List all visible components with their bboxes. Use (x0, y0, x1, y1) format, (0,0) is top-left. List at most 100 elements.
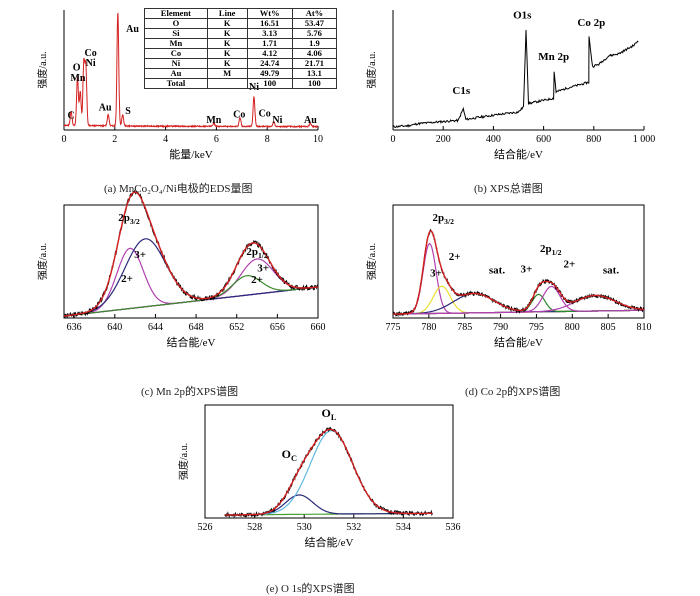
caption-b: (b) XPS总谱图 (474, 183, 543, 195)
x-axis-title: 结合能/eV (494, 147, 543, 161)
chart-c-mn2p: 636 640 644 648 652 656 660 结合能/eV 强度/a.u. 2p3/2 3… (36, 189, 326, 349)
plot-frame (392, 204, 645, 319)
x-tick-label: 2 (112, 134, 117, 145)
eds-table-header-row: Element Line Wt% At% (144, 8, 338, 19)
eds-table-cell: Au (144, 68, 208, 79)
x-tick-label: 534 (396, 522, 411, 533)
peak-label: Co (259, 108, 271, 119)
eds-table-cell: Total (144, 78, 208, 89)
eds-table-cell: 4.06 (291, 48, 338, 59)
y-axis-title: 强度/a.u. (177, 443, 190, 480)
peak-label: Au (99, 103, 112, 114)
eds-table-row: Si K 3.13 5.76 (144, 28, 338, 39)
eds-table-cell: M (206, 68, 248, 79)
peak-label: 3+ (520, 263, 532, 275)
x-tick-label: 526 (198, 522, 213, 533)
x-tick-label: 400 (486, 134, 501, 145)
eds-table-cell: 100 (246, 78, 293, 89)
series-xps-survey (392, 29, 639, 129)
eds-table-cell: 13.1 (291, 68, 338, 79)
eds-table-cell: 16.51 (246, 18, 293, 29)
peak-label: 3+ (257, 262, 269, 274)
y-axis-title: 强度/a.u. (36, 243, 49, 280)
peak-label: Co (233, 109, 245, 120)
x-tick-label: 640 (107, 322, 122, 333)
x-tick-label: 800 (565, 322, 580, 333)
x-tick-label: 660 (311, 322, 326, 333)
eds-table-cell: K (206, 18, 248, 29)
peak-label: Mn (206, 115, 221, 126)
eds-table-cell: O (144, 18, 208, 29)
x-tick-label: 0 (391, 134, 396, 145)
peak-label: Au (126, 24, 139, 35)
eds-table-row: Mn K 1.71 1.9 (144, 38, 338, 49)
eds-table-cell: 1.9 (291, 38, 338, 49)
series-mn3-2p1 (63, 258, 319, 317)
x-tick-label: 10 (313, 134, 323, 145)
eds-table-cell (206, 78, 248, 89)
eds-table-row: Au M 49.79 13.1 (144, 68, 338, 79)
eds-table-cell: K (206, 48, 248, 59)
x-tick-label: 810 (637, 322, 652, 333)
y-axis-title: 强度/a.u. (365, 51, 378, 88)
eds-table-cell: Mn (144, 38, 208, 49)
series-eds-spectrum (63, 12, 319, 129)
eds-table-row: Ni K 24.74 21.71 (144, 58, 338, 69)
chart-b-xps-survey: 0 200 400 600 800 1 000 结合能/eV 强度/a.u. C1s O1s Mn … (365, 10, 655, 161)
x-tick-label: 775 (386, 322, 401, 333)
peak-label: C (67, 111, 74, 122)
eds-header-at: At% (291, 8, 338, 19)
plot-frame (63, 204, 319, 319)
eds-table-row: O K 16.51 53.47 (144, 18, 338, 29)
chart-a-eds: 0 2 4 6 8 10能量/keV强度/a.u.COMnCoNiAuAuSMnCoNiC… (36, 10, 323, 161)
eds-header-line: Line (206, 8, 248, 19)
eds-table-cell: 53.47 (291, 18, 338, 29)
series-mn2-2p1 (63, 274, 318, 317)
series-mn2-2p3 (63, 247, 318, 317)
peak-label: 2+ (564, 259, 576, 271)
caption-c: (c) Mn 2p的XPS谱图 (141, 386, 239, 398)
x-axis-title: 能量/keV (169, 147, 212, 161)
peak-label: 2+ (449, 251, 461, 263)
peak-label: Mn 2p (538, 51, 569, 63)
x-tick-label: 532 (346, 522, 361, 533)
x-tick-label: 528 (247, 522, 262, 533)
plot-frame (204, 404, 454, 519)
x-tick-label: 805 (601, 322, 616, 333)
x-axis-title: 结合能/eV (167, 335, 216, 349)
series-raw (224, 426, 433, 519)
peak-label: 2p1/2 (246, 246, 268, 260)
eds-table-cell: 4.12 (246, 48, 293, 59)
peak-label: 3+ (134, 249, 146, 261)
peak-label: C1s (452, 85, 470, 97)
peak-label: 2p3/2 (432, 212, 454, 226)
peak-label: sat. (489, 264, 505, 276)
caption-e: (e) O 1s的XPS谱图 (266, 583, 355, 595)
eds-table-cell: K (206, 38, 248, 49)
series-fit (64, 191, 319, 317)
y-axis-title: 强度/a.u. (36, 51, 49, 88)
x-axis-title: 结合能/eV (494, 335, 543, 349)
x-tick-label: 200 (436, 134, 451, 145)
eds-table-cell: K (206, 58, 248, 69)
eds-header-wt: Wt% (246, 8, 293, 19)
eds-table-cell: Co (144, 48, 208, 59)
eds-table-cell: Ni (144, 58, 208, 69)
peak-label: OC (282, 447, 297, 463)
x-tick-label: 536 (446, 522, 461, 533)
peak-label: 3+ (430, 267, 442, 279)
series-ol (224, 430, 433, 516)
eds-table-cell: 1.71 (246, 38, 293, 49)
peak-label: O1s (513, 10, 532, 22)
eds-table-cell: 24.74 (246, 58, 293, 69)
peak-label: OL (322, 406, 337, 422)
eds-table-cell: 21.71 (291, 58, 338, 69)
peak-label: 2p3/2 (118, 212, 140, 226)
x-tick-label: 644 (148, 322, 163, 333)
y-axis-title: 强度/a.u. (365, 243, 378, 280)
peak-label: 2+ (121, 273, 133, 285)
peak-label: Mn (70, 73, 85, 84)
eds-header-element: Element (144, 8, 208, 19)
peak-label: Ni (86, 58, 96, 69)
